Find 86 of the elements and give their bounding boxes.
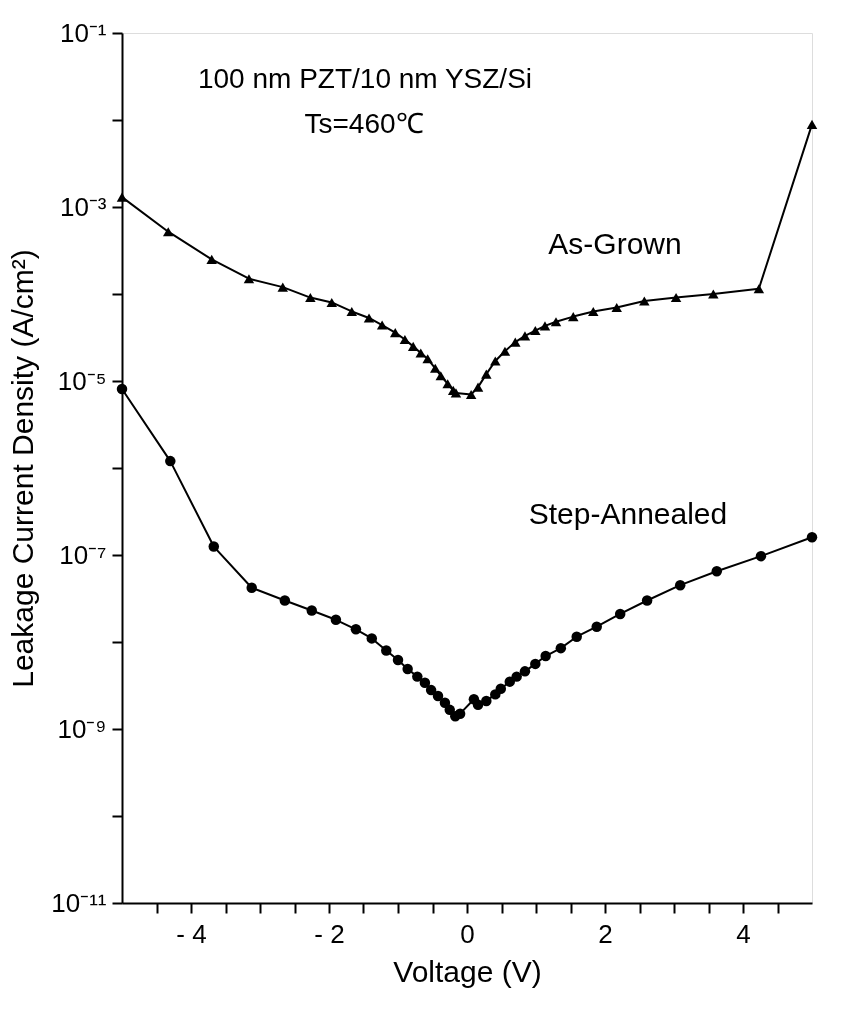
point — [568, 312, 579, 322]
x-tick-label: 2 — [598, 918, 613, 949]
point — [116, 383, 128, 395]
point — [363, 313, 375, 323]
point — [555, 642, 567, 654]
point — [366, 633, 378, 644]
point — [806, 119, 818, 129]
series-label: As-Grown — [548, 227, 682, 260]
annotation: 100 nm PZT/10 nm YSZ/Si — [197, 63, 533, 94]
point — [454, 708, 466, 719]
point — [442, 379, 453, 389]
x-tick-label: 4 — [736, 918, 751, 949]
point — [430, 363, 441, 373]
y-tick-label: 10⁻¹ — [59, 17, 107, 48]
point — [591, 621, 602, 632]
point — [753, 284, 765, 294]
point — [399, 334, 411, 345]
point — [432, 690, 444, 702]
x-tick-label: 0 — [460, 918, 475, 949]
point — [641, 595, 653, 606]
point — [326, 297, 337, 307]
point — [439, 697, 451, 709]
point — [330, 614, 342, 626]
point — [425, 684, 437, 696]
point — [711, 566, 723, 577]
point — [550, 317, 562, 327]
point — [376, 320, 388, 330]
x-tick-label: - 4 — [176, 918, 207, 949]
point — [246, 582, 257, 594]
point — [806, 532, 818, 543]
point — [206, 254, 217, 264]
point — [346, 306, 358, 316]
point — [511, 671, 522, 682]
point — [412, 671, 423, 682]
point — [472, 382, 484, 392]
x-axis-title: Voltage (V) — [393, 954, 542, 988]
y-axis-title: Leakage Current Density (A/cm²) — [6, 249, 40, 688]
point — [510, 337, 521, 347]
y-tick-label: 10⁻⁵ — [57, 365, 107, 396]
point — [755, 550, 767, 562]
point — [165, 455, 176, 467]
point — [116, 192, 128, 202]
point — [279, 595, 291, 606]
point — [499, 346, 511, 356]
point — [277, 282, 289, 292]
point — [481, 369, 492, 379]
point — [162, 227, 174, 237]
point — [674, 579, 686, 591]
point — [495, 683, 507, 695]
point — [504, 676, 516, 687]
point — [407, 341, 419, 351]
y-tick-label: 10⁻³ — [59, 191, 107, 222]
annotation: Ts=460℃ — [304, 108, 424, 139]
point — [306, 605, 317, 616]
point — [465, 389, 477, 400]
point — [614, 608, 626, 620]
point — [243, 274, 255, 284]
point — [588, 306, 599, 316]
point — [481, 695, 492, 707]
y-tick-label: 10⁻⁹ — [57, 713, 107, 744]
point — [540, 650, 551, 662]
point — [208, 541, 220, 552]
point — [472, 699, 484, 710]
series-label: Step-Annealed — [528, 497, 728, 530]
x-tick-label: - 2 — [314, 918, 345, 949]
point — [422, 354, 433, 364]
point — [435, 371, 447, 381]
point — [530, 326, 541, 336]
point — [519, 331, 531, 341]
point — [402, 663, 413, 675]
point — [350, 624, 362, 635]
point — [708, 289, 719, 299]
point — [639, 296, 650, 306]
y-tick-label: 10⁻⁷ — [59, 539, 107, 570]
point — [419, 677, 431, 688]
point — [611, 302, 622, 313]
point — [390, 328, 401, 338]
point — [670, 293, 682, 303]
point — [571, 631, 582, 642]
point — [381, 645, 392, 656]
point — [392, 654, 404, 666]
point — [305, 293, 316, 303]
y-tick-label: 10⁻¹¹ — [51, 887, 107, 918]
point — [539, 321, 551, 331]
point — [519, 666, 531, 677]
point — [530, 658, 541, 670]
